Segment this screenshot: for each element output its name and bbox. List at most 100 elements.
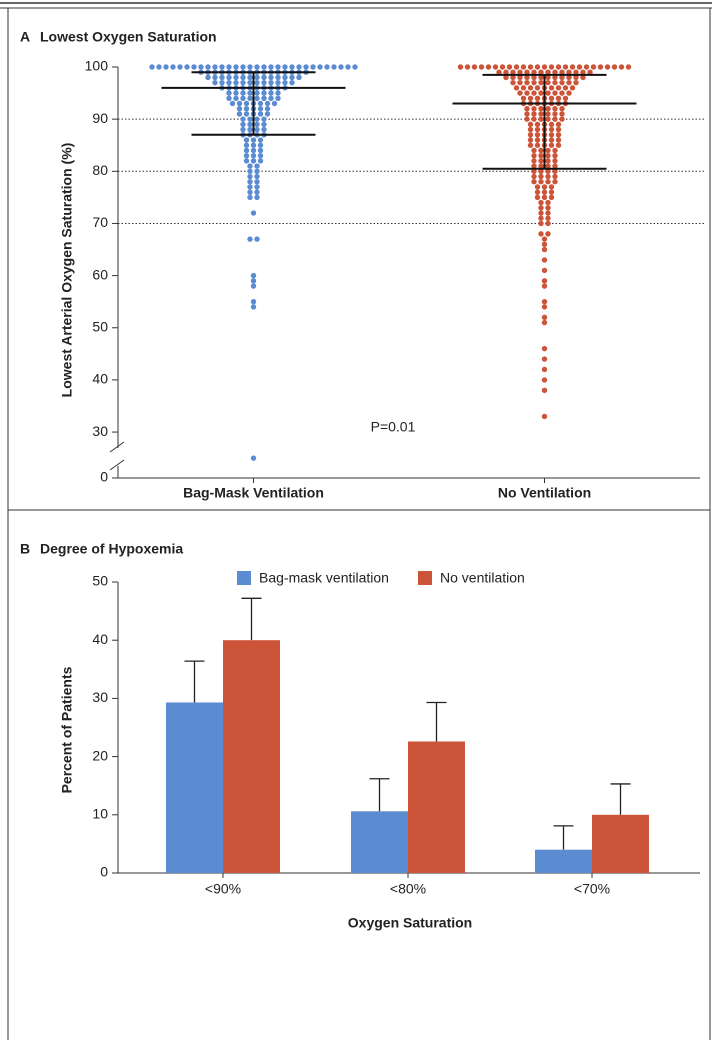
data-point — [541, 236, 548, 242]
data-point — [555, 64, 562, 70]
bar — [351, 811, 408, 873]
data-point — [524, 79, 530, 86]
data-point — [552, 74, 558, 81]
data-point — [555, 137, 562, 143]
data-point — [541, 246, 548, 253]
data-point — [590, 64, 597, 70]
data-point — [268, 90, 274, 96]
data-point — [264, 100, 271, 107]
data-point — [247, 64, 253, 70]
data-point — [545, 163, 551, 169]
data-point — [303, 64, 309, 70]
data-point — [545, 220, 551, 227]
data-point — [331, 64, 337, 70]
data-point — [247, 189, 253, 195]
y-tick-label: 50 — [92, 573, 108, 589]
data-point — [531, 79, 537, 86]
data-point — [552, 163, 558, 169]
data-point — [257, 147, 264, 154]
data-point — [261, 121, 267, 128]
data-point — [552, 152, 558, 159]
data-point — [552, 168, 558, 175]
data-point — [243, 106, 250, 112]
data-point — [538, 231, 544, 237]
data-point — [289, 64, 295, 70]
data-point — [552, 90, 558, 96]
data-point — [545, 215, 551, 221]
data-point — [545, 199, 551, 206]
data-point — [559, 116, 565, 122]
data-point — [541, 413, 548, 420]
data-point — [548, 137, 555, 143]
data-point — [247, 179, 253, 185]
data-point — [247, 116, 253, 122]
data-point — [604, 64, 611, 70]
data-point — [271, 100, 278, 107]
data-point — [559, 79, 565, 86]
data-point — [257, 158, 264, 164]
data-point — [545, 168, 551, 175]
data-point — [555, 95, 562, 101]
data-point — [254, 163, 260, 169]
data-point — [506, 64, 513, 70]
data-point — [548, 121, 555, 128]
data-point — [229, 100, 236, 107]
data-point — [492, 64, 499, 70]
data-point — [538, 106, 544, 112]
legend-swatch — [418, 571, 432, 585]
data-point — [317, 64, 323, 70]
data-point — [552, 158, 558, 164]
bar — [408, 741, 465, 873]
data-point — [538, 158, 544, 164]
data-point — [254, 121, 260, 128]
x-tick-label: No Ventilation — [498, 485, 591, 501]
data-point — [275, 79, 281, 86]
data-point — [170, 64, 176, 70]
data-point — [545, 158, 551, 164]
data-point — [247, 173, 253, 180]
data-point — [236, 106, 243, 112]
y-tick-label: 30 — [92, 423, 108, 439]
axis-break — [109, 441, 125, 453]
data-point — [240, 126, 246, 133]
data-point — [541, 366, 548, 373]
data-point — [261, 64, 267, 70]
data-point — [618, 64, 625, 70]
y-tick-label: 70 — [92, 214, 108, 230]
x-axis-label: Oxygen Saturation — [348, 915, 472, 931]
data-point — [520, 95, 527, 101]
data-point — [545, 106, 551, 112]
data-point — [226, 90, 232, 96]
data-point — [548, 95, 555, 101]
data-point — [569, 64, 576, 70]
y-tick-label: 10 — [92, 806, 108, 822]
data-point — [587, 69, 593, 75]
data-point — [531, 74, 537, 81]
axis-break — [109, 459, 125, 471]
data-point — [555, 132, 562, 138]
data-point — [243, 152, 250, 159]
data-point — [552, 69, 558, 75]
data-point — [541, 387, 548, 394]
data-point — [538, 90, 544, 96]
data-point — [527, 126, 534, 133]
data-point — [247, 184, 253, 190]
data-point — [573, 74, 579, 81]
data-point — [534, 189, 541, 195]
data-point — [261, 74, 267, 81]
data-point — [552, 116, 558, 122]
data-point — [531, 158, 537, 164]
data-point — [538, 210, 544, 216]
data-point — [289, 74, 295, 81]
data-point — [517, 79, 523, 86]
data-point — [555, 142, 562, 148]
data-point — [534, 121, 541, 128]
data-point — [545, 90, 551, 96]
data-point — [531, 152, 537, 159]
data-point — [254, 184, 260, 190]
data-point — [569, 85, 576, 91]
x-tick-label: Bag-Mask Ventilation — [183, 485, 324, 501]
data-point — [236, 100, 243, 107]
data-point — [226, 95, 232, 101]
panel-title: Lowest Oxygen Saturation — [40, 29, 217, 45]
